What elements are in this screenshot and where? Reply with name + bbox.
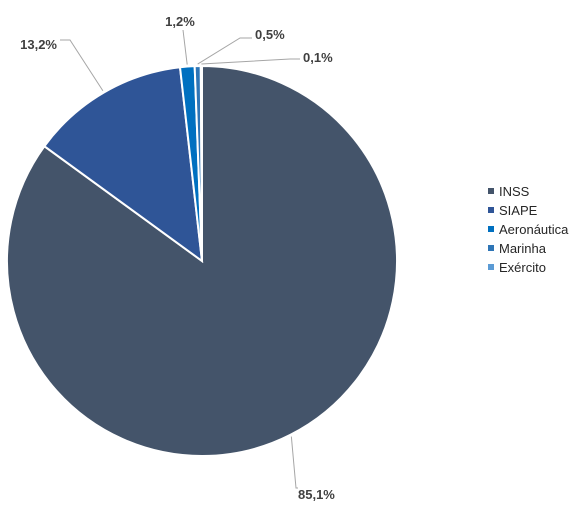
legend-label-exercito: Exército xyxy=(499,260,546,275)
data-label-aeronautica: 1,2% xyxy=(165,14,195,29)
legend-swatch-aeronautica xyxy=(488,226,494,232)
pie-slice-exercito xyxy=(199,64,203,262)
legend-swatch-marinha xyxy=(488,245,494,251)
legend-label-siape: SIAPE xyxy=(499,203,538,218)
data-label-exercito: 0,1% xyxy=(303,50,333,65)
data-labels: 85,1% 13,2% 1,2% 0,5% 0,1% xyxy=(20,14,335,502)
leader-line-inss xyxy=(290,436,298,489)
leader-line-marinha xyxy=(197,37,252,65)
legend-label-aeronautica: Aeronáutica xyxy=(499,222,569,237)
legend-swatch-siape xyxy=(488,207,494,213)
data-label-inss: 85,1% xyxy=(298,487,335,502)
leader-line-exercito xyxy=(201,58,300,65)
legend: INSS SIAPE Aeronáutica Marinha Exército xyxy=(488,184,569,275)
data-label-siape: 13,2% xyxy=(20,37,57,52)
pie-slice-siape xyxy=(42,66,204,264)
legend-label-inss: INSS xyxy=(499,184,530,199)
leader-line-siape xyxy=(60,39,104,92)
pie-slices xyxy=(6,64,398,457)
leader-line-aeronautica xyxy=(182,29,188,65)
data-label-marinha: 0,5% xyxy=(255,27,285,42)
leader-lines xyxy=(60,29,300,489)
legend-swatch-inss xyxy=(488,188,494,194)
legend-label-marinha: Marinha xyxy=(499,241,547,256)
legend-swatch-exercito xyxy=(488,264,494,270)
